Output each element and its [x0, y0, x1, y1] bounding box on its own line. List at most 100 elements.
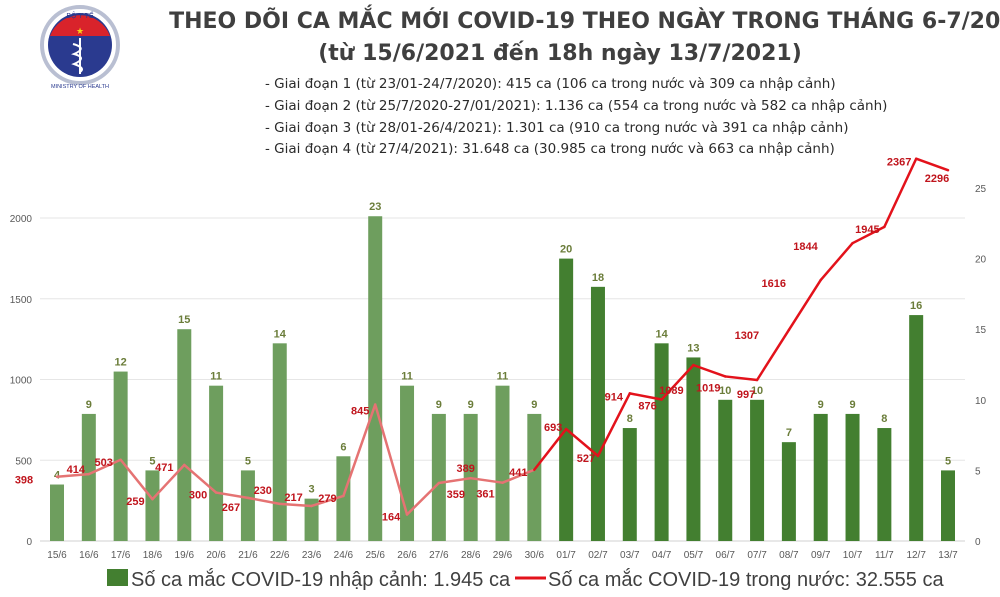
bar: [368, 216, 383, 542]
line-value-label: 259: [126, 496, 144, 508]
x-tick-label: 09/7: [811, 550, 831, 561]
line-segment: [151, 463, 186, 501]
x-tick-label: 30/6: [525, 550, 545, 561]
left-axis: 0 500 1000 1500 2000: [10, 214, 33, 548]
bar-value-label: 23: [369, 201, 381, 213]
line-value-label: 1844: [793, 241, 818, 253]
line-segment: [342, 403, 377, 498]
bar-value-label: 9: [531, 399, 537, 411]
bar-value-label: 9: [818, 399, 824, 411]
bar-value-label: 9: [436, 399, 442, 411]
bar: [145, 470, 160, 541]
left-tick-label: 500: [15, 456, 32, 467]
line-value-label: 164: [382, 512, 401, 524]
right-axis: 0 5 10 15 20 25: [975, 184, 987, 548]
line-value-label: 471: [155, 462, 173, 474]
bar: [718, 399, 733, 541]
legend-line-label: Số ca mắc COVID-19 trong nước: 32.555 ca: [548, 568, 944, 591]
line-segment: [564, 427, 600, 458]
line-value-label: 300: [189, 490, 207, 502]
x-tick-label: 28/6: [461, 550, 481, 561]
bar-value-label: 11: [401, 371, 413, 383]
line-value-label: 414: [67, 464, 86, 476]
bar-value-label: 20: [560, 244, 572, 256]
right-tick-label: 15: [975, 325, 987, 336]
right-tick-label: 10: [975, 396, 987, 407]
line-value-label: 1307: [735, 330, 759, 342]
right-tick-label: 5: [975, 466, 981, 477]
legend-bar-label: Số ca mắc COVID-19 nhập cảnh: 1.945 ca: [131, 568, 511, 591]
bars: 4912515115143623119911920188141310107998…: [50, 201, 955, 542]
bar-value-label: 14: [655, 328, 668, 340]
x-tick-label: 26/6: [397, 550, 417, 561]
ministry-of-health-logo: ★ BỘ Y TẾ MINISTRY OF HEALTH: [40, 5, 120, 90]
x-tick-label: 20/6: [206, 550, 226, 561]
bar-value-label: 18: [592, 272, 604, 284]
bar: [590, 286, 605, 541]
line-segment: [883, 157, 918, 229]
phase-3-summary: - Giai đoạn 3 (từ 28/01-26/4/2021): 1.30…: [265, 120, 849, 136]
bar: [527, 413, 542, 541]
line-value-label: 359: [447, 489, 465, 501]
line-value-label: 267: [222, 502, 240, 514]
x-tick-label: 22/6: [270, 550, 290, 561]
legend: Số ca mắc COVID-19 nhập cảnh: 1.945 ca S…: [107, 568, 944, 591]
x-tick-label: 05/7: [684, 550, 704, 561]
bar-value-label: 13: [687, 342, 699, 354]
line-value-label: 845: [351, 406, 369, 418]
bar: [909, 315, 924, 541]
line-segment: [914, 157, 950, 172]
bar: [431, 413, 446, 541]
bar-value-label: 5: [945, 455, 951, 467]
x-tick-label: 04/7: [652, 550, 672, 561]
x-tick-label: 21/6: [238, 550, 258, 561]
line-value-label: 503: [94, 457, 112, 469]
logo-bottom-text: MINISTRY OF HEALTH: [51, 84, 109, 90]
x-tick-label: 03/7: [620, 550, 640, 561]
bar-value-label: 8: [881, 413, 887, 425]
x-tick-label: 23/6: [302, 550, 322, 561]
line-value-label: 2296: [925, 173, 949, 185]
bar: [941, 470, 955, 541]
chart-title: THEO DÕI CA MẮC MỚI COVID-19 THEO NGÀY T…: [169, 5, 1000, 34]
bar: [400, 385, 415, 541]
bar-value-label: 6: [340, 441, 346, 453]
x-tick-label: 16/6: [79, 550, 99, 561]
x-tick-label: 15/6: [47, 550, 67, 561]
line-segment: [55, 472, 91, 478]
line-value-label: 217: [284, 492, 302, 504]
star-icon: ★: [76, 26, 84, 36]
bar: [113, 371, 128, 541]
bar-value-label: 12: [115, 357, 127, 369]
line-segment: [628, 392, 663, 401]
line-value-label: 1089: [659, 385, 683, 397]
bar: [781, 442, 796, 541]
line-value-label: 2367: [887, 157, 911, 169]
line-value-label: 441: [509, 467, 527, 479]
line-value-label: 527: [577, 453, 595, 465]
line-segment: [469, 476, 504, 484]
x-tick-label: 02/7: [588, 550, 608, 561]
line-segment: [373, 403, 409, 516]
phase-1-summary: - Giai đoạn 1 (từ 23/01-24/7/2020): 415 …: [265, 76, 836, 92]
line-value-label: 914: [605, 391, 624, 403]
line-segment: [437, 476, 472, 485]
left-tick-label: 0: [26, 537, 32, 548]
bar: [750, 399, 765, 541]
x-tick-label: 10/7: [843, 550, 863, 561]
bar: [654, 343, 669, 541]
line-segment: [596, 392, 632, 458]
line-segment: [501, 468, 536, 484]
bar-value-label: 3: [309, 484, 315, 496]
bar: [304, 498, 319, 541]
x-tick-label: 11/7: [875, 550, 894, 561]
phase-2-summary: - Giai đoạn 2 (từ 25/7/2020-27/01/2021):…: [265, 98, 887, 114]
line-segment: [692, 363, 727, 378]
bar-value-label: 11: [210, 371, 222, 383]
bar-value-label: 5: [245, 455, 251, 467]
bar: [559, 258, 574, 541]
line-segment: [533, 427, 568, 472]
line-value-label: 997: [737, 389, 755, 401]
